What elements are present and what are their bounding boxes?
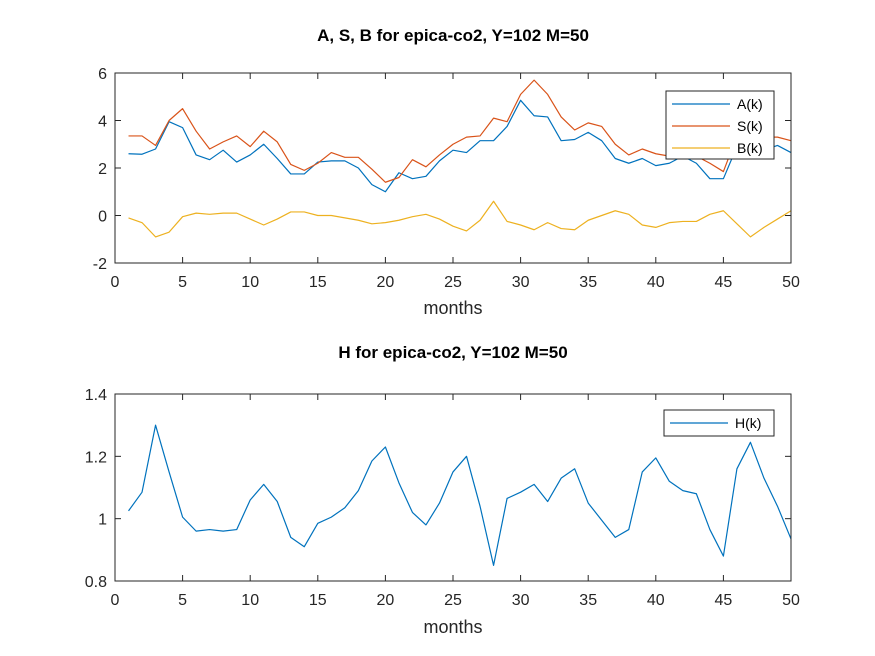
chart-0-xtick-label: 10 xyxy=(241,274,259,291)
chart-1-xtick-label: 45 xyxy=(715,592,733,609)
chart-0-xtick-label: 15 xyxy=(309,274,327,291)
legend-entry: B(k) xyxy=(737,140,763,156)
chart-0-ytick-label: 0 xyxy=(98,209,107,226)
chart-1-ytick-label: 1.4 xyxy=(85,387,107,404)
chart-1-xtick-label: 20 xyxy=(377,592,395,609)
chart-0-xtick-label: 35 xyxy=(579,274,597,291)
chart-top: A, S, B for epica-co2, Y=102 M=50 0 5 10 15… xyxy=(93,26,800,318)
chart-0-xtick-label: 30 xyxy=(512,274,530,291)
chart-bottom-legend: H(k) xyxy=(663,409,775,437)
chart-0-xtick-label: 20 xyxy=(377,274,395,291)
chart-top-title: A, S, B for epica-co2, Y=102 M=50 xyxy=(317,26,589,45)
chart-bottom-xlabel: months xyxy=(423,617,482,637)
chart-bottom-title: H for epica-co2, Y=102 M=50 xyxy=(338,343,567,362)
chart-0-xtick-label: 25 xyxy=(444,274,462,291)
legend-entry: S(k) xyxy=(737,118,763,134)
chart-1-ytick-label: 1.2 xyxy=(85,449,107,466)
chart-1-xtick-label: 15 xyxy=(309,592,327,609)
chart-0-xtick-label: 40 xyxy=(647,274,665,291)
chart-0-xtick-label: 5 xyxy=(178,274,187,291)
chart-top-xlabel: months xyxy=(423,298,482,318)
series-line-hk xyxy=(128,424,792,567)
chart-0-ytick-label: 2 xyxy=(98,161,107,178)
chart-bottom-lines xyxy=(128,424,792,567)
chart-0-ytick-label: -2 xyxy=(93,256,107,273)
chart-1-xtick-label: 10 xyxy=(241,592,259,609)
chart-0-xtick-label: 50 xyxy=(782,274,800,291)
chart-0-ytick-label: 4 xyxy=(98,114,107,131)
chart-1-xtick-label: 5 xyxy=(178,592,187,609)
chart-1-xtick-label: 25 xyxy=(444,592,462,609)
chart-top-legend: A(k) S(k) B(k) xyxy=(665,90,775,160)
chart-0-xtick-label: 45 xyxy=(715,274,733,291)
legend-entry: A(k) xyxy=(737,96,763,112)
chart-top-axes-box xyxy=(114,72,792,264)
chart-1-xtick-label: 50 xyxy=(782,592,800,609)
chart-bottom-axes-box xyxy=(114,393,792,582)
chart-1-xtick-label: 40 xyxy=(647,592,665,609)
chart-0-ytick-label: 6 xyxy=(98,66,107,83)
chart-0-xtick-label: 0 xyxy=(111,274,120,291)
chart-1-xtick-label: 30 xyxy=(512,592,530,609)
chart-bottom: H for epica-co2, Y=102 M=50 0 5 10 15 20 25 30… xyxy=(85,343,800,637)
chart-1-ytick-label: 0.8 xyxy=(85,574,107,591)
legend-entry: H(k) xyxy=(735,415,761,431)
chart-1-xtick-label: 35 xyxy=(579,592,597,609)
series-line-bk xyxy=(128,200,792,238)
chart-1-ytick-label: 1 xyxy=(98,512,107,529)
chart-1-xtick-label: 0 xyxy=(111,592,120,609)
